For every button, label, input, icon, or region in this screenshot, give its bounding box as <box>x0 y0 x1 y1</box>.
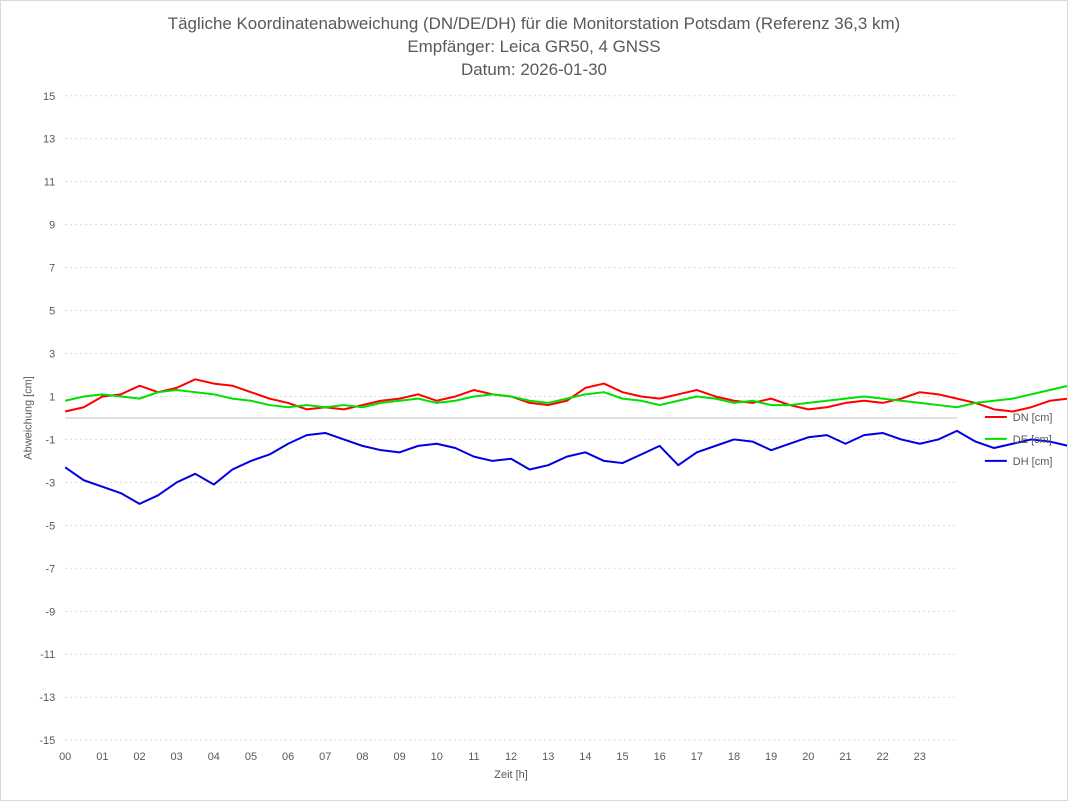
y-tick-label: -15 <box>39 735 55 747</box>
x-tick-label: 06 <box>282 751 294 763</box>
x-tick-label: 17 <box>691 751 703 763</box>
series-line-dn <box>64 378 1067 413</box>
x-tick-label: 04 <box>208 751 220 763</box>
x-tick-label: 12 <box>505 751 517 763</box>
y-tick-label: 7 <box>49 263 55 275</box>
legend-label: DH [cm] <box>1013 456 1053 468</box>
y-tick-label: 3 <box>49 349 55 361</box>
y-tick-label: -7 <box>45 563 55 575</box>
x-tick-label: 08 <box>356 751 368 763</box>
chart-title-line-1: Tägliche Koordinatenabweichung (DN/DE/DH… <box>168 14 900 33</box>
x-tick-label: 15 <box>616 751 628 763</box>
y-tick-label: 5 <box>49 306 55 318</box>
x-tick-label: 02 <box>133 751 145 763</box>
x-tick-label: 03 <box>171 751 183 763</box>
x-tick-label: 21 <box>839 751 851 763</box>
legend: DN [cm] DE [cm] DH [cm] <box>984 412 1053 468</box>
x-tick-label: 07 <box>319 751 331 763</box>
x-tick-label: 11 <box>468 751 479 763</box>
x-tick-label: 22 <box>877 751 889 763</box>
x-tick-label: 19 <box>765 751 777 763</box>
x-tick-label: 01 <box>96 751 108 763</box>
x-tick-label: 05 <box>245 751 257 763</box>
x-tick-label: 18 <box>728 751 740 763</box>
x-tick-label: 13 <box>542 751 554 763</box>
y-tick-label: 11 <box>44 177 55 189</box>
y-tick-label: -11 <box>40 649 55 661</box>
series-line-dh <box>64 429 1067 505</box>
y-tick-label: 13 <box>43 134 55 146</box>
y-tick-label: 15 <box>43 91 55 103</box>
x-tick-label: 16 <box>654 751 666 763</box>
series-lines <box>64 378 1067 505</box>
y-tick-label: 1 <box>49 391 55 403</box>
x-tick-label: 10 <box>431 751 443 763</box>
x-axis-ticks: 00 01 02 03 04 05 06 07 08 09 10 11 12 13 14 15 16 17 18 19… <box>59 751 926 763</box>
y-axis-ticks: 15 13 11 9 7 5 3 1 -1 -3 -5 -7 -9 -11 -13 -15 <box>39 91 55 747</box>
legend-label: DE [cm] <box>1013 434 1052 446</box>
y-tick-label: -1 <box>45 434 55 446</box>
y-tick-label: -9 <box>45 606 55 618</box>
x-tick-label: 14 <box>579 751 591 763</box>
chart-title-line-2: Empfänger: Leica GR50, 4 GNSS <box>407 37 660 56</box>
y-tick-label: -13 <box>39 692 55 704</box>
x-tick-label: 09 <box>393 751 405 763</box>
chart-title-line-3: Datum: 2026-01-30 <box>461 60 607 79</box>
legend-label: DN [cm] <box>1013 412 1053 424</box>
y-tick-label: -3 <box>45 477 55 489</box>
x-tick-label: 23 <box>914 751 926 763</box>
y-tick-label: -5 <box>45 520 55 532</box>
y-axis-label: Abweichung [cm] <box>22 376 34 460</box>
x-tick-label: 20 <box>802 751 814 763</box>
x-axis-label: Zeit [h] <box>494 769 528 781</box>
gridlines <box>65 95 957 741</box>
y-tick-label: 9 <box>49 220 55 232</box>
chart-title: Tägliche Koordinatenabweichung (DN/DE/DH… <box>168 14 900 79</box>
series-line-de <box>64 385 1067 409</box>
x-tick-label: 00 <box>59 751 71 763</box>
